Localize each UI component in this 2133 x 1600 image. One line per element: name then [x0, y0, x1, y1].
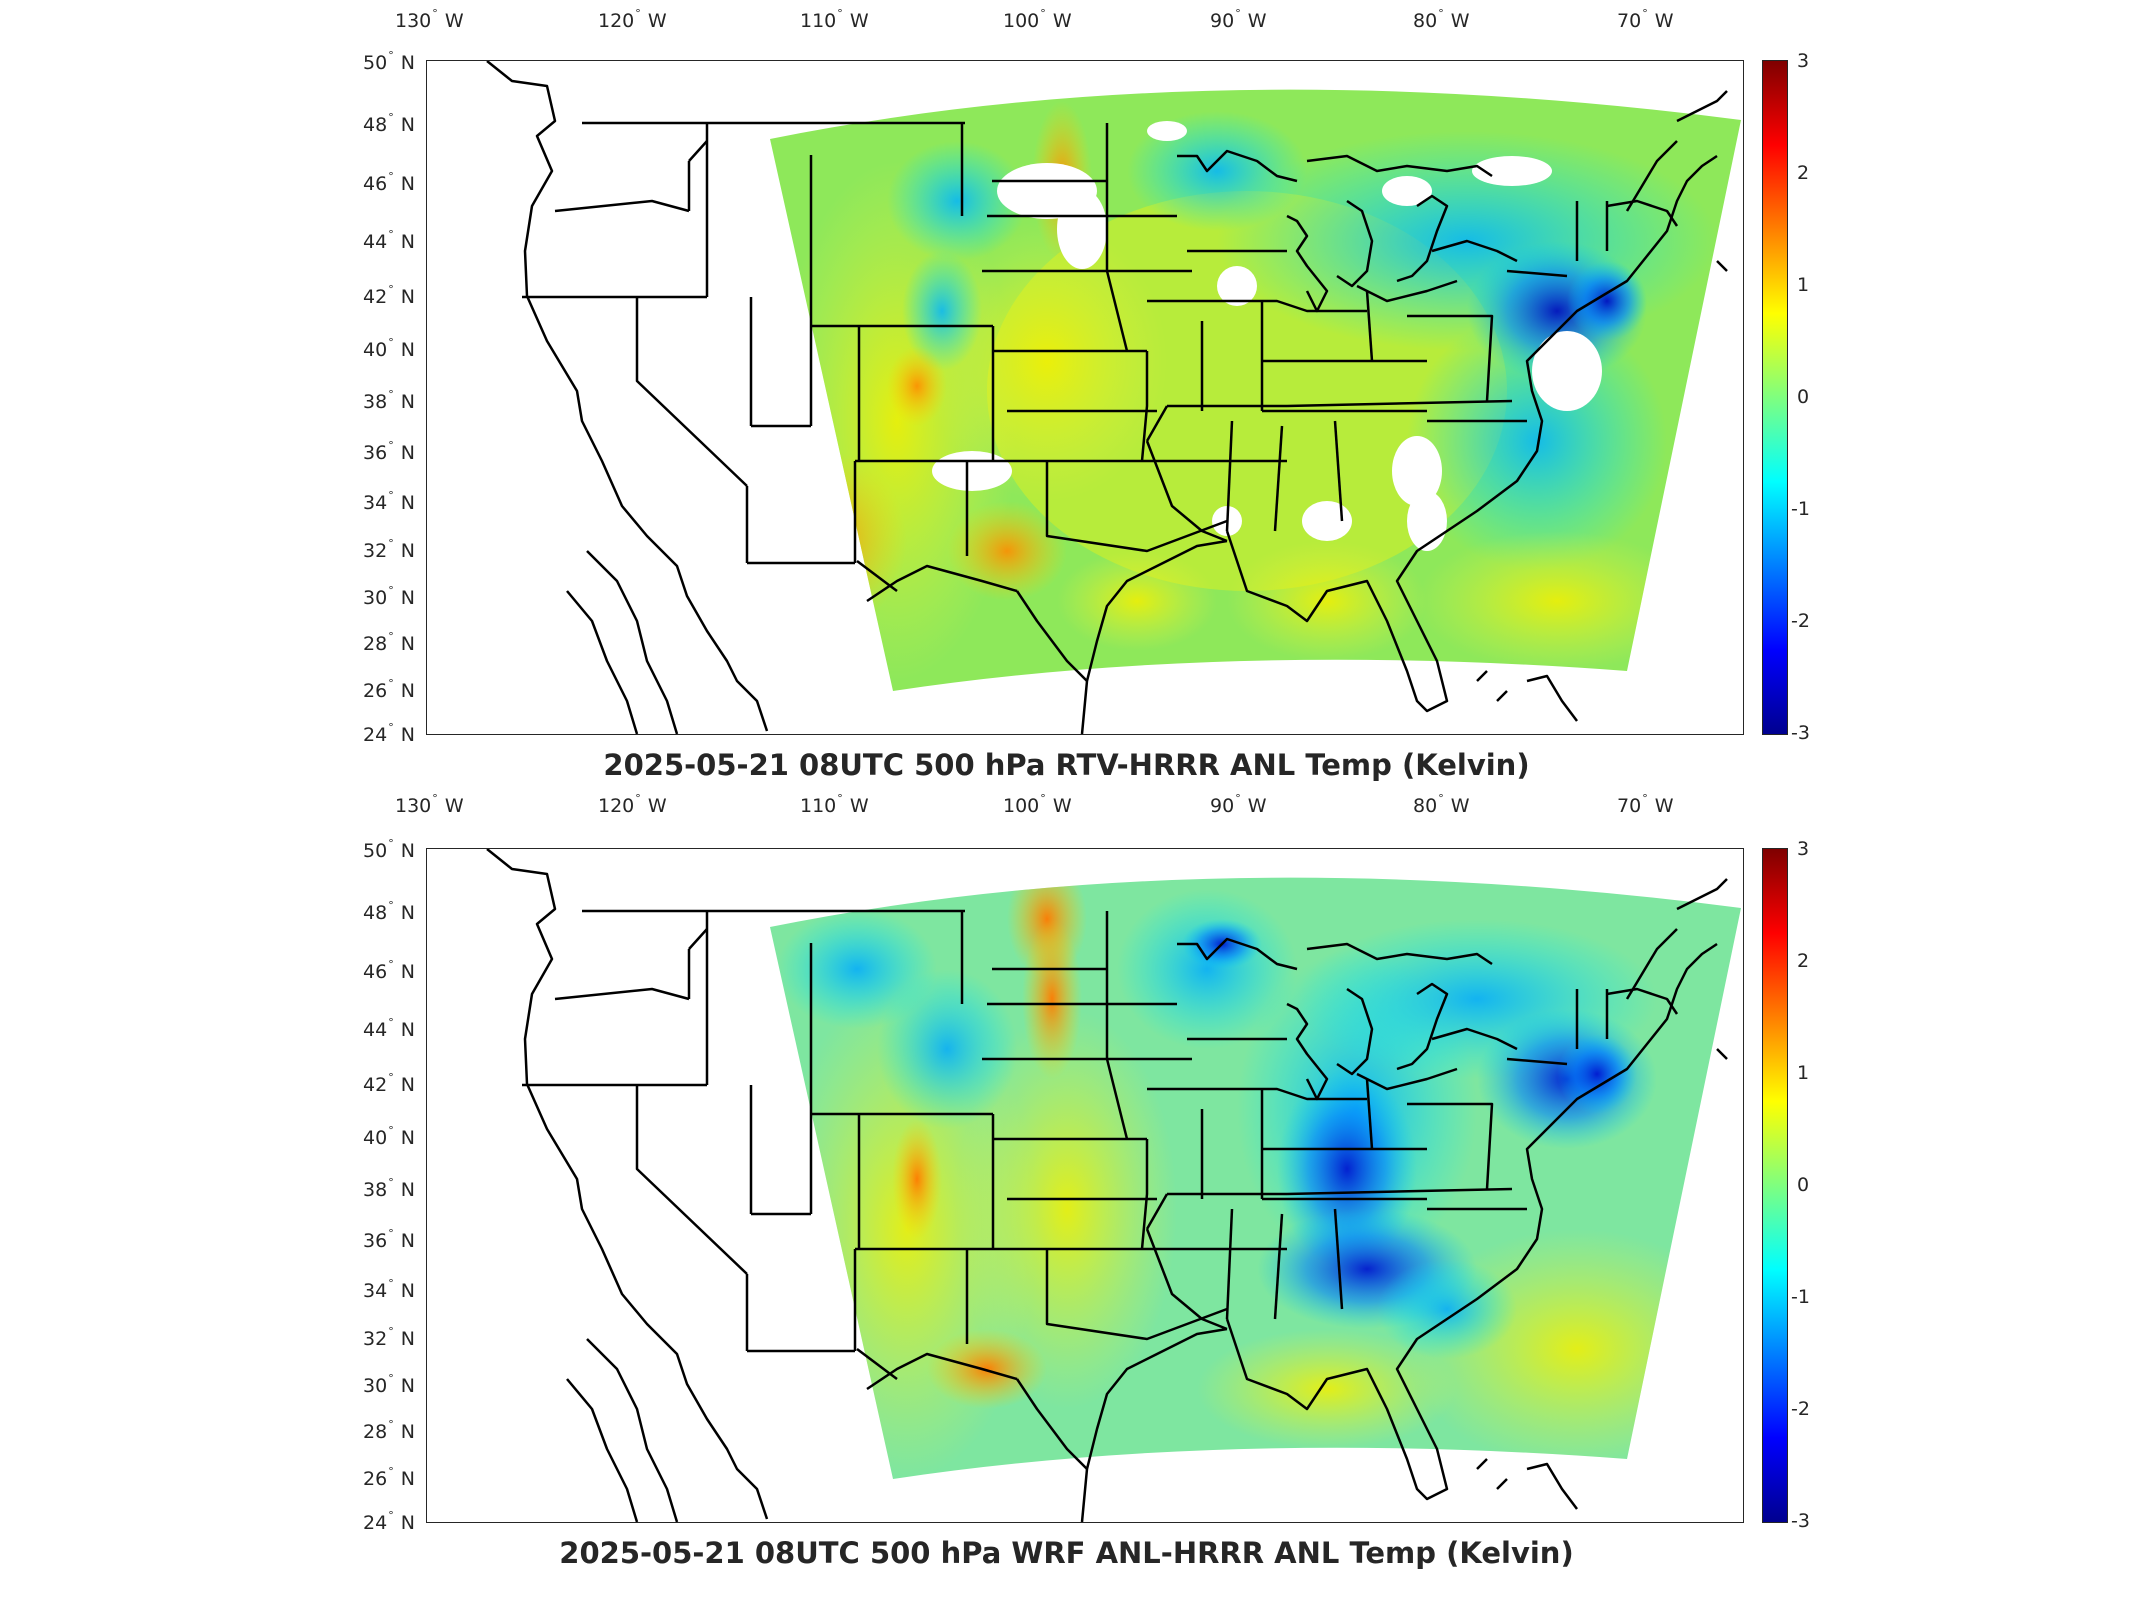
lat-label: 28° N — [363, 630, 415, 655]
lon-label: 90° W — [1210, 792, 1267, 817]
colorbar-tick: 1 — [1797, 274, 1810, 296]
lat-label: 42° N — [363, 283, 415, 308]
lat-label: 32° N — [363, 1325, 415, 1350]
lon-label: 70° W — [1617, 7, 1674, 32]
map-plot-area — [426, 848, 1744, 1523]
colorbar-tick: 1 — [1797, 1062, 1810, 1084]
lon-label: 130° W — [395, 7, 464, 32]
map-panel-1: 130° W 120° W 110° W 100° W 90° W 80° W … — [363, 7, 1810, 782]
lon-label: 110° W — [800, 792, 869, 817]
colorbar-tick: 3 — [1797, 838, 1810, 860]
lon-label: 90° W — [1210, 7, 1267, 32]
map-canvas — [486, 849, 1741, 1522]
lat-label: 44° N — [363, 1016, 415, 1041]
lon-label: 70° W — [1617, 792, 1674, 817]
map-title: 2025-05-21 08UTC 500 hPa WRF ANL-HRRR AN… — [559, 1536, 1574, 1570]
lon-label: 80° W — [1413, 792, 1470, 817]
colorbar-tick: -1 — [1791, 1286, 1810, 1308]
colorbar — [1762, 60, 1788, 735]
lat-label: 38° N — [363, 1176, 415, 1201]
colorbar-tick: -2 — [1791, 1398, 1810, 1420]
lon-label: 130° W — [395, 792, 464, 817]
colorbar-tick: -3 — [1791, 1510, 1810, 1532]
map-plot-area — [426, 60, 1744, 735]
colorbar-tick: -2 — [1791, 610, 1810, 632]
lat-label: 26° N — [363, 1465, 415, 1490]
map-title: 2025-05-21 08UTC 500 hPa RTV-HRRR ANL Te… — [603, 748, 1530, 782]
colorbar-tick: -3 — [1791, 722, 1810, 744]
colorbar-tick: 2 — [1797, 950, 1810, 972]
temperature-field — [770, 89, 1741, 691]
map-panel-2: 130° W 120° W 110° W 100° W 90° W 80° W … — [0, 788, 2133, 1600]
lon-label: 100° W — [1003, 792, 1072, 817]
lat-label: 28° N — [363, 1418, 415, 1443]
colorbar-tick: 3 — [1797, 50, 1810, 72]
lon-label: 120° W — [598, 7, 667, 32]
lat-label: 24° N — [363, 1509, 415, 1534]
lat-label: 24° N — [363, 721, 415, 746]
lon-label: 120° W — [598, 792, 667, 817]
lat-label: 38° N — [363, 388, 415, 413]
lat-label: 40° N — [363, 1124, 415, 1149]
lat-label: 48° N — [363, 111, 415, 136]
colorbar-tick: -1 — [1791, 498, 1810, 520]
lon-label: 80° W — [1413, 7, 1470, 32]
colorbar — [1762, 848, 1788, 1523]
lon-label: 100° W — [1003, 7, 1072, 32]
colorbar-tick: 0 — [1797, 386, 1810, 408]
temperature-field — [770, 877, 1741, 1479]
lat-label: 34° N — [363, 489, 415, 514]
lat-label: 32° N — [363, 537, 415, 562]
lat-label: 34° N — [363, 1277, 415, 1302]
lat-label: 46° N — [363, 170, 415, 195]
lat-label: 46° N — [363, 958, 415, 983]
lat-label: 44° N — [363, 228, 415, 253]
colorbar-tick: 2 — [1797, 162, 1810, 184]
coastlines-and-borders — [486, 61, 1728, 734]
lat-label: 36° N — [363, 439, 415, 464]
lat-label: 50° N — [363, 49, 415, 74]
lat-label: 30° N — [363, 1372, 415, 1397]
lat-label: 26° N — [363, 677, 415, 702]
map-canvas — [486, 61, 1741, 734]
lat-label: 50° N — [363, 837, 415, 862]
lat-label: 36° N — [363, 1227, 415, 1252]
lat-label: 48° N — [363, 899, 415, 924]
lat-label: 40° N — [363, 336, 415, 361]
lat-label: 30° N — [363, 584, 415, 609]
lat-label: 42° N — [363, 1071, 415, 1096]
coastlines-and-borders — [486, 849, 1728, 1522]
lon-label: 110° W — [800, 7, 869, 32]
colorbar-tick: 0 — [1797, 1174, 1810, 1196]
